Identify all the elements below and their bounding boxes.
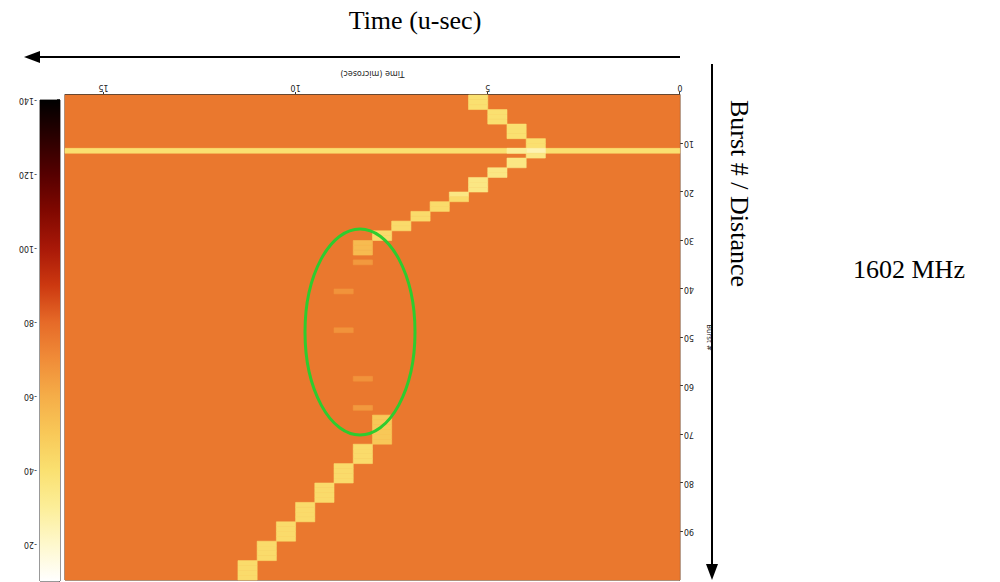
svg-text:Burst #: Burst # <box>705 324 713 351</box>
svg-text:-120: -120 <box>19 170 37 179</box>
svg-text:-80: -80 <box>24 318 37 327</box>
svg-text:60: 60 <box>684 382 694 391</box>
svg-text:70: 70 <box>684 430 694 439</box>
svg-text:20: 20 <box>684 188 694 197</box>
svg-text:90: 90 <box>684 527 694 536</box>
svg-text:-60: -60 <box>24 392 37 401</box>
svg-text:0: 0 <box>677 83 682 92</box>
svg-text:50: 50 <box>684 333 694 342</box>
html-text:Time (u-sec): Time (u-sec) <box>348 6 482 35</box>
svg-text:Time (microsec): Time (microsec) <box>340 69 405 78</box>
svg-text:10: 10 <box>291 83 301 92</box>
svg-text:-140: -140 <box>19 96 37 105</box>
svg-text:5: 5 <box>485 83 490 92</box>
svg-text:10: 10 <box>684 139 694 148</box>
svg-text:40: 40 <box>684 285 694 294</box>
html-text:1602 MHz: 1602 MHz <box>853 255 965 284</box>
svg-text:30: 30 <box>684 236 694 245</box>
svg-text:15: 15 <box>98 83 108 92</box>
svg-text:-40: -40 <box>24 466 37 475</box>
svg-text:80: 80 <box>684 479 694 488</box>
svg-text:-100: -100 <box>19 244 37 253</box>
svg-text:-20: -20 <box>24 540 37 549</box>
html-text:Burst # / Distance: Burst # / Distance <box>725 100 754 287</box>
